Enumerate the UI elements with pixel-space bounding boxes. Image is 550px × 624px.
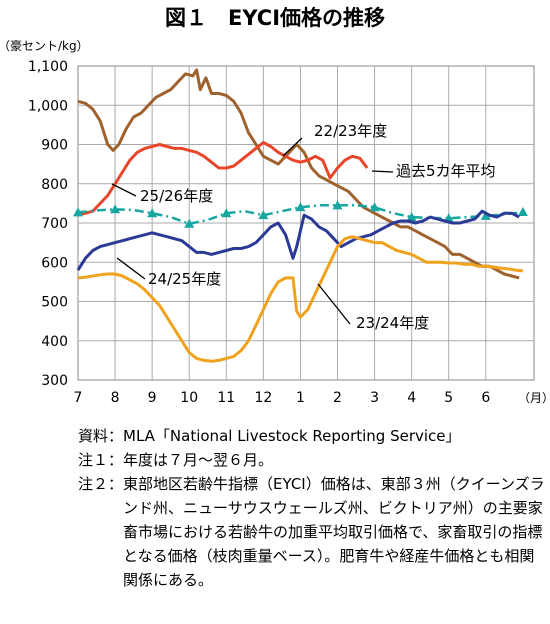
series-annotation: 23/24年度 xyxy=(356,314,429,332)
series-annotation: 22/23年度 xyxy=(314,122,387,140)
x-tick-label: 11 xyxy=(217,390,235,406)
note-label: 注１： xyxy=(78,451,124,469)
eyci-line-chart: （豪セント/kg） （月） 300 400 500 600 700 800 900 1,000… xyxy=(0,38,550,406)
series-marker xyxy=(517,207,528,217)
series-annotation: 25/26年度 xyxy=(140,187,213,205)
note-label: 資料： xyxy=(78,427,124,445)
y-tick-label: 400 xyxy=(41,334,68,350)
x-tick-labels: 7 8 9 10 11 12 1 2 3 4 5 6 xyxy=(74,390,491,406)
series-line xyxy=(77,235,524,363)
annotation-leader xyxy=(317,283,351,325)
notes: 資料： MLA「National Livestock Reporting Ser… xyxy=(78,424,546,592)
annotation-leader xyxy=(371,170,394,173)
note-text: MLA「National Livestock Reporting Service… xyxy=(123,427,461,445)
x-tick-label: 4 xyxy=(407,390,416,406)
series-marker xyxy=(184,218,195,228)
y-tick-label: 300 xyxy=(41,373,68,389)
y-tick-label: 800 xyxy=(41,177,68,193)
series-annotations: 22/23年度 25/26年度 過去5カ年平均 24/25年度 23/24年度 xyxy=(111,122,496,332)
annotation-leader xyxy=(282,137,303,157)
x-tick-label: 12 xyxy=(254,390,272,406)
series-marker xyxy=(73,207,83,217)
y-tick-label: 500 xyxy=(41,295,68,311)
series-line xyxy=(77,68,520,280)
note-1: 注１： 年度は７月～翌６月。 xyxy=(78,448,546,472)
y-tick-labels: 300 400 500 600 700 800 900 1,000 1,100 xyxy=(28,59,68,389)
series-marker xyxy=(480,210,491,220)
series-line xyxy=(77,141,369,217)
y-tick-label: 1,100 xyxy=(28,59,68,75)
series-marker xyxy=(258,210,269,220)
y-tick-label: 900 xyxy=(41,138,68,154)
x-tick-label: 8 xyxy=(111,390,120,406)
note-label: 注２： xyxy=(78,475,124,493)
x-tick-label: 7 xyxy=(74,390,83,406)
note-text: 年度は７月～翌６月。 xyxy=(123,451,274,469)
x-tick-label: 5 xyxy=(444,390,453,406)
x-tick-label: 1 xyxy=(296,390,305,406)
series-lines xyxy=(73,68,528,363)
annotation-leader xyxy=(116,257,146,280)
series-marker xyxy=(406,212,417,222)
series-marker xyxy=(369,202,380,212)
series-marker xyxy=(147,208,158,218)
y-tick-label: 1,000 xyxy=(28,98,68,114)
annotation-leader xyxy=(111,183,137,197)
figure-title: 図１ EYCI価格の推移 xyxy=(164,6,386,30)
x-tick-label: 3 xyxy=(370,390,379,406)
x-axis-label: （月） xyxy=(518,391,550,405)
note-2: 注２： 東部地区若齢牛指標（EYCI）価格は、東部３州（クイーンズランド州、ニュ… xyxy=(78,472,546,592)
series-line xyxy=(76,209,520,271)
series-marker xyxy=(332,200,343,210)
series-annotation: 24/25年度 xyxy=(148,270,221,288)
y-tick-label: 700 xyxy=(41,216,68,232)
series-marker xyxy=(221,208,232,218)
series-marker xyxy=(110,204,121,214)
x-tick-label: 10 xyxy=(180,390,198,406)
note-text: 東部地区若齢牛指標（EYCI）価格は、東部３州（クイーンズランド州、ニューサウス… xyxy=(123,475,545,589)
series-annotation: 過去5カ年平均 xyxy=(396,162,496,180)
source-note: 資料： MLA「National Livestock Reporting Ser… xyxy=(78,424,546,448)
y-axis-label: （豪セント/kg） xyxy=(0,38,89,53)
x-tick-label: 6 xyxy=(481,390,490,406)
y-tick-label: 600 xyxy=(41,255,68,271)
x-tick-label: 9 xyxy=(148,390,157,406)
series-marker xyxy=(295,202,306,212)
x-tick-label: 2 xyxy=(333,390,342,406)
